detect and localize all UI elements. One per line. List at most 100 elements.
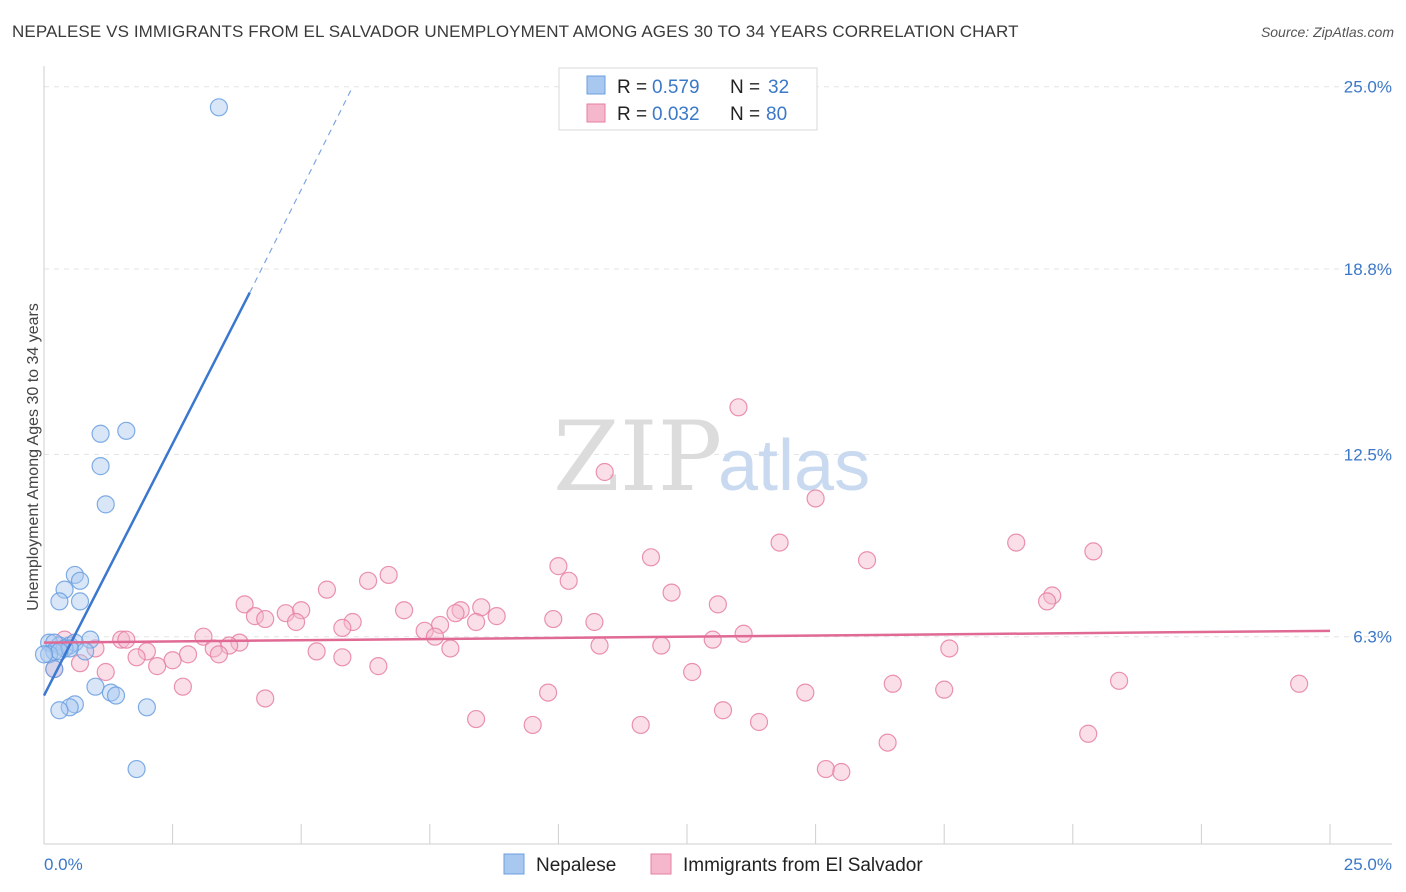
nepalese-point (86, 677, 105, 696)
legend-n-value-nepalese: 32 (768, 77, 789, 98)
nepalese-point (91, 424, 110, 443)
el-salvador-point (729, 398, 748, 417)
el-salvador-point (1290, 674, 1309, 693)
el-salvador-point (256, 689, 275, 708)
series-el-salvador-points (45, 398, 1309, 782)
el-salvador-point (734, 624, 753, 643)
nepalese-point (65, 565, 84, 585)
source-label: Source: ZipAtlas.com (1260, 24, 1394, 40)
nepalese-trend-extension (249, 86, 354, 293)
trend-lines (42, 86, 1331, 697)
bottom-legend-el-salvador: Immigrants from El Salvador (683, 855, 923, 876)
x-tick-labels: 0.0% 25.0% (44, 855, 1392, 874)
el-salvador-point (394, 601, 414, 620)
watermark: ZIP atlas (553, 401, 870, 513)
el-salvador-point (173, 677, 192, 696)
el-salvador-point (806, 489, 825, 508)
y-tick-label: 25.0% (1344, 78, 1392, 97)
el-salvador-point (523, 715, 542, 735)
el-salvador-point (487, 607, 506, 626)
x-tick-label-min: 0.0% (44, 855, 83, 874)
el-salvador-point (343, 612, 362, 632)
el-salvador-point (127, 648, 146, 667)
nepalese-point (50, 592, 69, 611)
el-salvador-point (549, 557, 568, 576)
y-tick-labels: 6.3% 12.5% 18.8% 25.0% (1344, 78, 1392, 647)
el-salvador-point (796, 683, 815, 702)
legend-n-label-nepalese: N = (730, 77, 760, 98)
el-salvador-point (683, 662, 702, 682)
bottom-legend-swatch-el-salvador (650, 853, 672, 875)
stats-legend: R = 0.579 N = 32 R = 0.032 N = 80 (558, 67, 818, 131)
bottom-legend-swatch-nepalese (503, 853, 525, 875)
el-salvador-point (832, 762, 851, 782)
chart-title: NEPALESE VS IMMIGRANTS FROM EL SALVADOR … (12, 22, 1019, 41)
el-salvador-point (163, 651, 182, 670)
el-salvador-point (235, 595, 254, 614)
nepalese-point (70, 592, 90, 611)
nepalese-point (91, 457, 110, 476)
el-salvador-point (1079, 724, 1098, 743)
legend-r-label-nepalese: R = (617, 77, 647, 98)
el-salvador-point (935, 680, 954, 699)
y-tick-label: 6.3% (1353, 628, 1392, 647)
el-salvador-point (317, 580, 337, 599)
nepalese-point (127, 759, 146, 779)
el-salvador-point (539, 683, 558, 702)
el-salvador-trend-line (43, 629, 1331, 644)
x-tick-label-max: 25.0% (1344, 855, 1392, 874)
el-salvador-point (585, 612, 604, 632)
el-salvador-point (770, 533, 789, 552)
series-nepalese-points (34, 98, 228, 779)
el-salvador-point (466, 709, 486, 729)
el-salvador-point (1084, 542, 1103, 561)
el-salvador-point (379, 565, 398, 585)
gridlines (44, 86, 1392, 638)
nepalese-point (96, 495, 115, 514)
el-salvador-point (307, 642, 326, 661)
el-salvador-point (749, 712, 769, 732)
el-salvador-point (451, 601, 470, 620)
el-salvador-point (333, 618, 352, 637)
legend-r-label-el-salvador: R = (617, 104, 647, 125)
y-axis-label: Unemployment Among Ages 30 to 34 years (25, 303, 42, 611)
legend-r-value-nepalese: 0.579 (652, 77, 700, 98)
el-salvador-point (652, 636, 671, 655)
nepalese-point (137, 698, 156, 717)
el-salvador-point (446, 604, 465, 623)
el-salvador-point (256, 609, 275, 629)
nepalese-point (34, 645, 54, 664)
nepalese-point (55, 580, 74, 599)
el-salvador-point (425, 627, 445, 646)
axes (43, 66, 1392, 845)
el-salvador-point (209, 645, 228, 664)
el-salvador-point (883, 674, 902, 693)
el-salvador-point (292, 601, 311, 620)
legend-swatch-nepalese (586, 75, 606, 95)
el-salvador-point (1109, 671, 1129, 690)
el-salvador-point (713, 701, 733, 720)
el-salvador-point (631, 715, 650, 735)
el-salvador-point (940, 639, 959, 658)
nepalese-point (106, 686, 126, 705)
el-salvador-point (595, 462, 614, 482)
nepalese-point (50, 701, 69, 720)
el-salvador-point (878, 733, 897, 752)
el-salvador-point (358, 571, 378, 590)
el-salvador-point (559, 571, 578, 590)
y-tick-label: 12.5% (1344, 445, 1392, 464)
el-salvador-point (544, 609, 563, 629)
nepalese-point (81, 630, 100, 649)
el-salvador-point (70, 654, 90, 673)
bottom-legend-nepalese: Nepalese (536, 855, 616, 876)
y-tick-label: 18.8% (1344, 260, 1392, 279)
legend-n-label-el-salvador: N = (730, 104, 760, 125)
nepalese-point (209, 98, 228, 117)
nepalese-point (70, 571, 90, 590)
nepalese-point (117, 421, 136, 440)
el-salvador-point (466, 612, 486, 632)
el-salvador-point (662, 583, 681, 602)
el-salvador-point (1037, 592, 1057, 611)
nepalese-point (101, 683, 120, 702)
el-salvador-point (137, 642, 156, 661)
